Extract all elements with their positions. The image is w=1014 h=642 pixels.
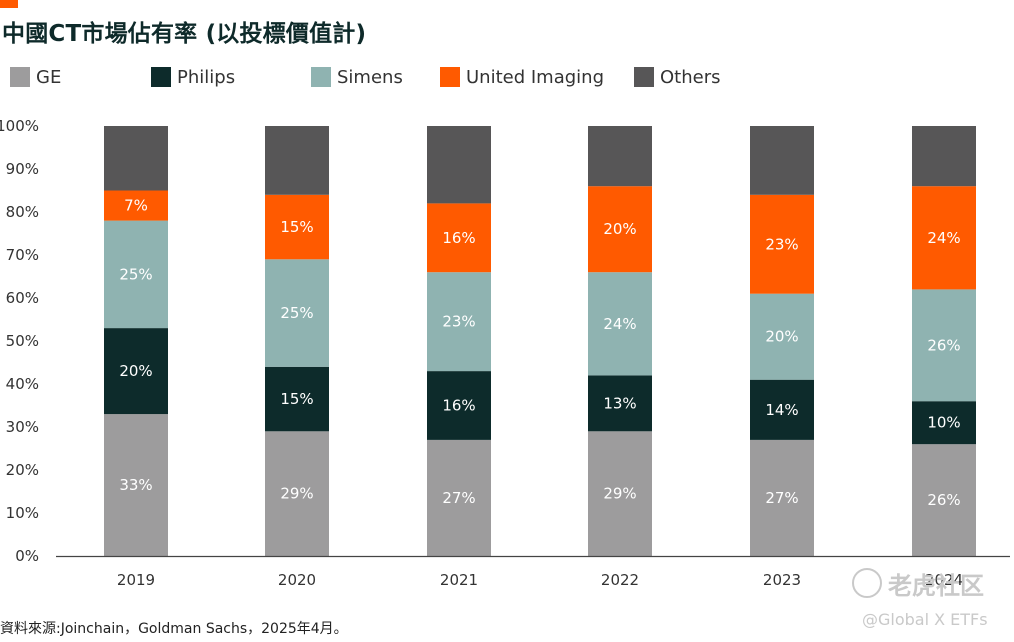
legend-label: Philips — [177, 66, 236, 88]
data-label-philips: 20% — [119, 362, 152, 380]
bar-segment-ge — [588, 431, 652, 556]
data-label-philips: 10% — [927, 414, 960, 432]
data-label-simens: 26% — [927, 336, 960, 354]
watermark-logo-icon — [852, 568, 882, 598]
source-note: 資料來源:Joinchain，Goldman Sachs，2025年4月。 — [0, 621, 348, 637]
bar-segment-others — [750, 126, 814, 195]
bar-segment-simens — [588, 272, 652, 376]
bar-segment-simens — [265, 259, 329, 367]
x-tick-label: 2022 — [601, 571, 639, 589]
legend-item-ge: GE — [10, 66, 61, 88]
y-tick-label: 30% — [6, 418, 39, 436]
y-tick-label: 0% — [15, 547, 39, 565]
legend-item-philips: Philips — [151, 66, 235, 88]
data-label-philips: 14% — [765, 401, 798, 419]
legend-item-united-imaging: United Imaging — [440, 66, 604, 88]
bar-segment-philips — [912, 401, 976, 445]
bar-segment-ge — [265, 431, 329, 556]
y-tick-label: 20% — [6, 461, 39, 479]
y-tick-label: 40% — [6, 375, 39, 393]
bar-segment-simens — [912, 289, 976, 402]
legend-label: United Imaging — [466, 66, 604, 88]
data-label-ge: 29% — [280, 485, 313, 503]
bar-segment-united-imaging — [588, 186, 652, 273]
data-label-philips: 13% — [603, 394, 636, 412]
bar-segment-united-imaging — [427, 203, 491, 273]
bar-segment-philips — [588, 375, 652, 432]
bar-segment-simens — [427, 272, 491, 372]
data-label-ge: 27% — [765, 489, 798, 507]
legend-swatch — [10, 67, 30, 87]
y-tick-label: 100% — [0, 117, 39, 135]
data-label-ge: 33% — [119, 476, 152, 494]
y-tick-label: 90% — [6, 160, 39, 178]
bar-segment-simens — [104, 220, 168, 329]
y-tick-label: 80% — [6, 203, 39, 221]
bar-segment-philips — [427, 371, 491, 440]
bar-segment-philips — [265, 366, 329, 432]
y-tick-label: 50% — [6, 332, 39, 350]
legend: GE Philips Simens United Imaging Others — [0, 66, 1014, 90]
legend-label: GE — [36, 66, 62, 88]
data-label-united-imaging: 16% — [442, 229, 475, 247]
accent-bar — [0, 0, 18, 8]
legend-item-others: Others — [634, 66, 721, 88]
watermark-text: 老虎社区 — [888, 572, 984, 600]
data-label-simens: 25% — [119, 265, 152, 283]
data-label-united-imaging: 15% — [280, 218, 313, 236]
x-tick-label: 2024 — [925, 571, 963, 589]
bar-segment-united-imaging — [750, 194, 814, 294]
bar-segment-united-imaging — [912, 186, 976, 290]
legend-label: Others — [660, 66, 721, 88]
bar-segment-others — [265, 126, 329, 195]
bar-segment-others — [588, 126, 652, 187]
x-tick-label: 2023 — [763, 571, 801, 589]
data-label-philips: 15% — [280, 390, 313, 408]
data-label-simens: 24% — [603, 315, 636, 333]
x-tick-label: 2019 — [117, 571, 155, 589]
bar-segment-united-imaging — [265, 194, 329, 260]
data-label-ge: 26% — [927, 491, 960, 509]
bar-segment-simens — [750, 293, 814, 380]
legend-label: Simens — [337, 66, 403, 88]
legend-swatch — [634, 67, 654, 87]
bar-segment-united-imaging — [104, 190, 168, 221]
bar-segment-others — [104, 126, 168, 191]
data-label-ge: 27% — [442, 489, 475, 507]
data-label-united-imaging: 20% — [603, 220, 636, 238]
x-tick-label: 2021 — [440, 571, 478, 589]
legend-swatch — [440, 67, 460, 87]
legend-swatch — [311, 67, 331, 87]
watermark-handle: @Global X ETFs — [862, 610, 988, 629]
bar-segment-others — [912, 126, 976, 187]
bar-segment-others — [427, 126, 491, 204]
data-label-ge: 29% — [603, 485, 636, 503]
y-tick-label: 10% — [6, 504, 39, 522]
legend-item-simens: Simens — [311, 66, 403, 88]
data-label-united-imaging: 24% — [927, 229, 960, 247]
data-label-simens: 25% — [280, 304, 313, 322]
legend-swatch — [151, 67, 171, 87]
y-tick-label: 70% — [6, 246, 39, 264]
data-label-simens: 23% — [442, 313, 475, 331]
bar-segment-ge — [912, 444, 976, 556]
bar-segment-philips — [750, 379, 814, 440]
x-tick-label: 2020 — [278, 571, 316, 589]
chart-title: 中國CT市場佔有率 (以投標價值計) — [2, 21, 367, 47]
bar-segment-philips — [104, 328, 168, 415]
data-label-united-imaging: 7% — [124, 197, 148, 215]
y-tick-label: 60% — [6, 289, 39, 307]
data-label-simens: 20% — [765, 328, 798, 346]
bar-segment-ge — [104, 414, 168, 556]
data-label-philips: 16% — [442, 397, 475, 415]
data-label-united-imaging: 23% — [765, 235, 798, 253]
bar-segment-ge — [750, 439, 814, 556]
bar-segment-ge — [427, 439, 491, 556]
